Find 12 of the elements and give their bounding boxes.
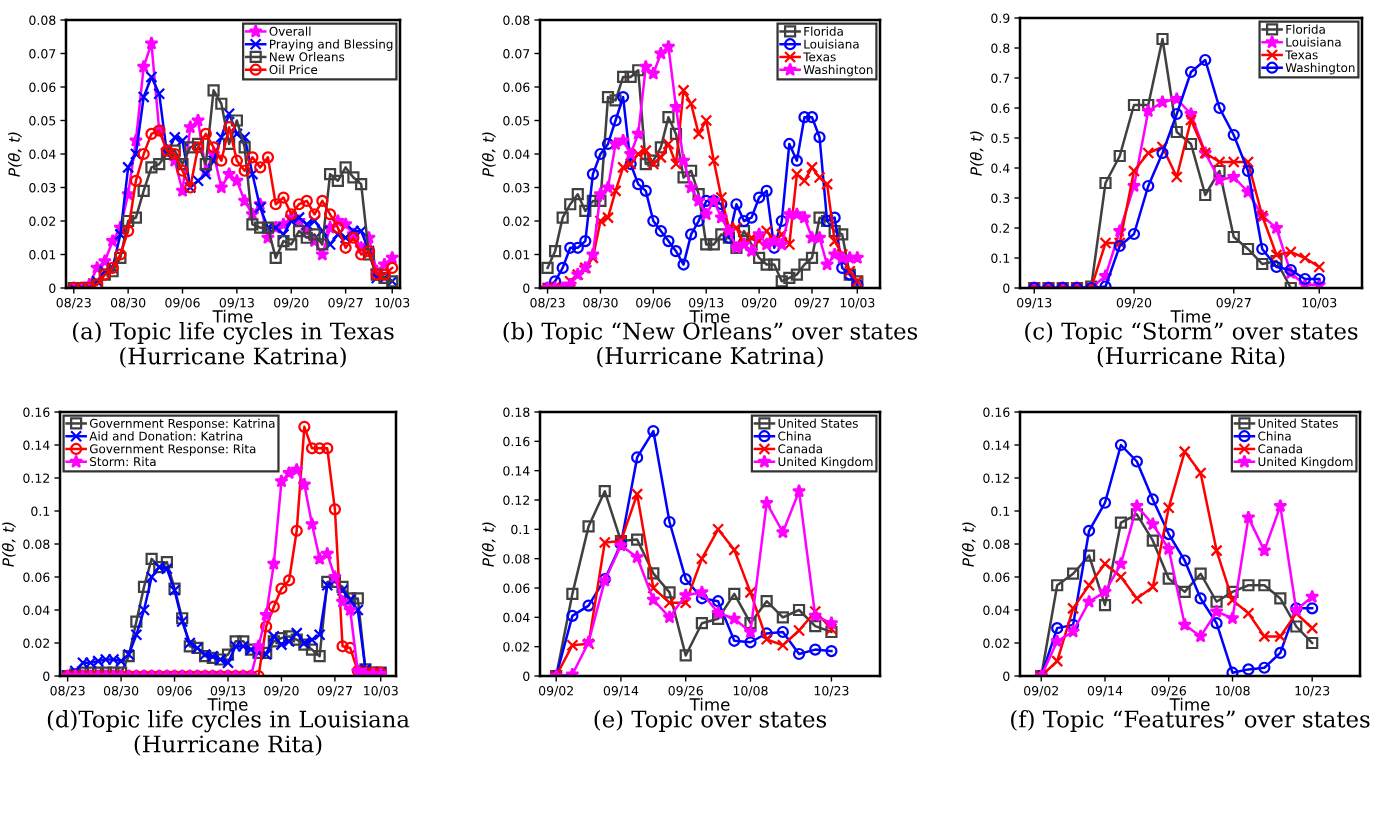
x-axis-title: Time — [689, 697, 730, 711]
text: (e) Topic over states — [594, 710, 827, 733]
text: (d)Topic life cycles in Louisiana (Hurricane Rita) — [47, 710, 410, 756]
text: (b) Topic “New Orleans” over states (Hurricane Katrina) — [503, 322, 918, 368]
x-axis-title: Time — [207, 697, 248, 711]
x-axis-title: Time — [212, 309, 253, 323]
text: (a) Topic life cycles in Texas (Hurricane Katrina) — [73, 322, 394, 368]
x-axis-title: Time — [1170, 309, 1211, 323]
x-axis-title: Time — [689, 309, 730, 323]
text: (f) Topic “Features” over states — [1011, 710, 1370, 733]
text: (c) Topic “Storm” over states (Hurricane Rita) — [1025, 322, 1358, 368]
x-axis-title: Time — [1169, 697, 1210, 711]
